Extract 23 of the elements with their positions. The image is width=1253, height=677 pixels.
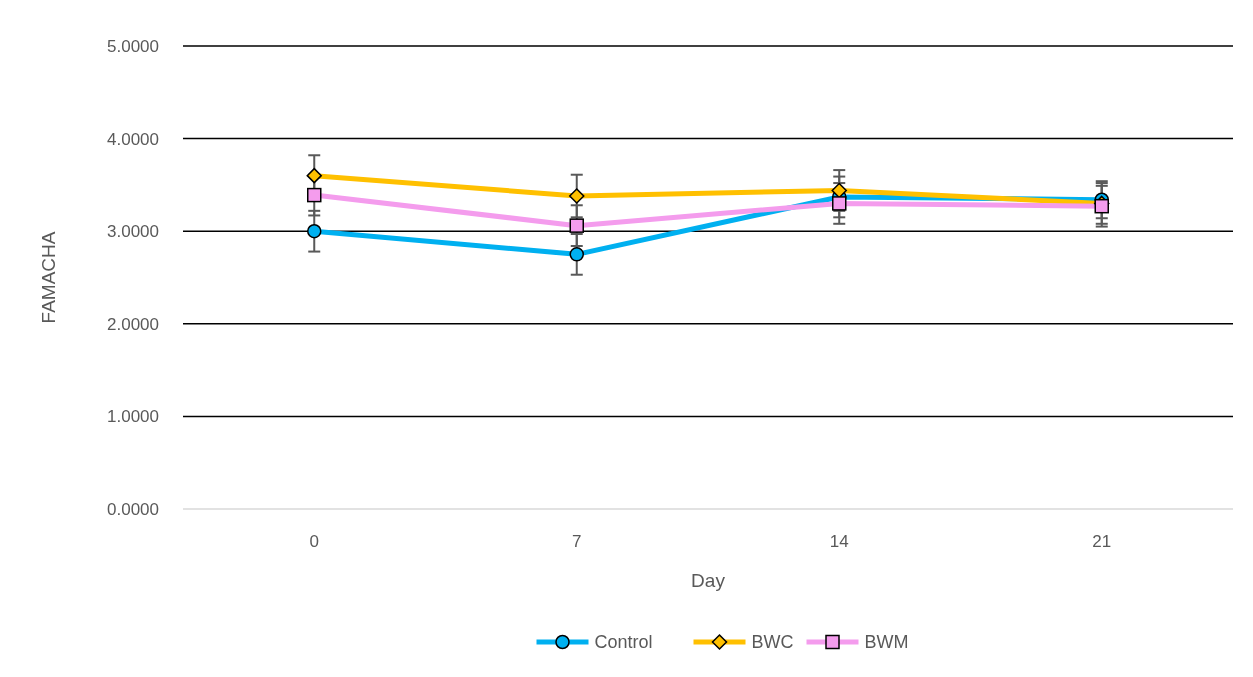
x-tick-label: 0 xyxy=(309,532,319,551)
y-tick-label: 0.0000 xyxy=(107,499,159,519)
point xyxy=(307,223,322,239)
legend-label: Control xyxy=(594,632,653,653)
point xyxy=(569,218,584,233)
x-tick-label: 21 xyxy=(1092,532,1112,551)
point xyxy=(832,196,847,211)
y-tick-label: 1.0000 xyxy=(107,407,159,427)
y-axis-title: FAMACHA xyxy=(38,231,59,324)
point xyxy=(569,188,585,204)
legend-label: BWM xyxy=(864,632,909,653)
x-tick-label: 14 xyxy=(829,532,849,551)
legend-label: BWC xyxy=(751,632,794,653)
y-tick-label: 5.0000 xyxy=(107,36,159,56)
y-tick-label: 4.0000 xyxy=(107,129,159,149)
x-axis-title: Day xyxy=(691,570,726,591)
y-tick-label: 3.0000 xyxy=(107,222,159,242)
point xyxy=(307,187,322,203)
point xyxy=(831,182,847,199)
point xyxy=(569,247,584,262)
x-tick-label: 7 xyxy=(572,532,582,551)
point xyxy=(306,167,322,184)
y-tick-label: 2.0000 xyxy=(107,314,159,334)
